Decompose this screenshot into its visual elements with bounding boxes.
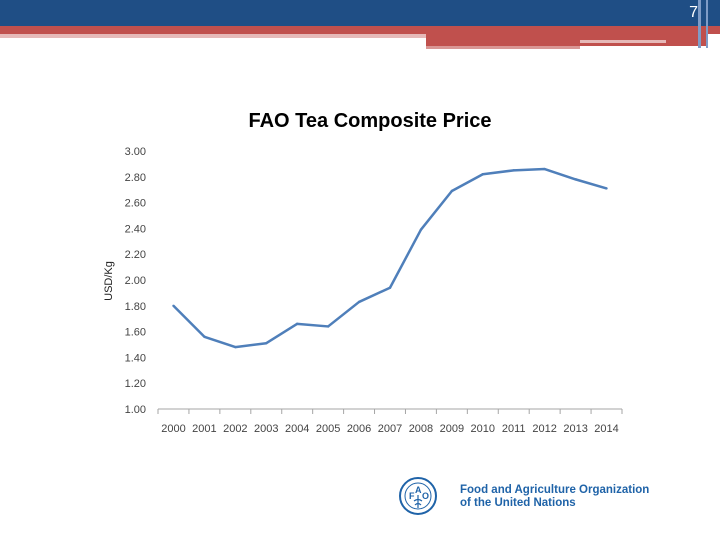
y-tick-label: 2.20 — [125, 249, 146, 261]
data-point — [605, 187, 608, 190]
x-tick-label: 2013 — [563, 423, 587, 435]
header-band — [0, 0, 720, 26]
data-point — [543, 167, 546, 171]
logo-line-2: of the United Nations — [460, 497, 576, 509]
svg-text:A: A — [415, 485, 422, 495]
y-tick-label: 2.00 — [125, 275, 146, 287]
y-axis-label: USD/Kg — [103, 261, 115, 301]
x-axis: 2000 2001 2002 2003 2004 2005 2006 2007 2008 2009… — [157, 408, 623, 435]
x-tick-label: 2007 — [378, 423, 402, 435]
accent-rule — [426, 34, 706, 46]
fao-logo: F A O Food and Agriculture Organization … — [398, 476, 708, 516]
accent-rule — [0, 34, 426, 38]
svg-text:O: O — [422, 491, 429, 501]
x-tick-label: 2004 — [285, 423, 309, 435]
x-tick-label: 2005 — [316, 423, 340, 435]
data-point — [450, 189, 454, 193]
y-tick-label: 1.60 — [125, 327, 146, 339]
y-tick-label: 2.40 — [125, 223, 146, 235]
x-tick-label: 2014 — [594, 423, 618, 435]
y-tick-labels: 1.00 1.20 1.40 1.60 1.80 2.00 2.20 2.40 2.60 2.80… — [125, 146, 146, 416]
data-point — [326, 325, 330, 328]
data-point — [296, 322, 299, 326]
y-tick-label: 2.60 — [125, 198, 146, 210]
data-point — [512, 169, 515, 172]
accent-rule — [426, 46, 580, 49]
svg-text:F: F — [409, 491, 415, 501]
slide-number: 7 — [689, 4, 698, 21]
accent-rule — [580, 40, 666, 43]
logo-line-1: Food and Agriculture Organization — [460, 484, 650, 496]
accent-band — [0, 26, 720, 34]
x-tick-label: 2001 — [192, 423, 216, 435]
data-point — [234, 345, 237, 349]
x-tick-label: 2003 — [254, 423, 278, 435]
x-tick-label: 2006 — [347, 423, 371, 435]
data-point — [388, 286, 392, 289]
y-tick-label: 1.20 — [125, 378, 146, 390]
x-tick-label: 2010 — [471, 423, 495, 435]
data-point — [574, 178, 577, 181]
x-tick-label: 2000 — [161, 423, 185, 435]
data-point — [357, 300, 361, 304]
x-tick-label: 2009 — [440, 423, 464, 435]
decorative-bar — [698, 0, 701, 48]
logo-text: Food and Agriculture Organization of the… — [460, 484, 649, 510]
data-point — [172, 304, 175, 307]
y-tick-label: 1.80 — [125, 301, 146, 313]
decorative-bar — [706, 0, 708, 48]
data-point — [203, 335, 206, 338]
series-line — [172, 167, 607, 349]
y-tick-label: 3.00 — [125, 146, 146, 158]
fao-emblem-icon: F A O — [399, 477, 437, 515]
x-tick-label: 2002 — [223, 423, 247, 435]
y-tick-label: 2.80 — [125, 172, 146, 184]
chart-title: FAO Tea Composite Price — [248, 110, 492, 132]
x-tick-label: 2012 — [532, 423, 556, 435]
data-point — [419, 228, 423, 231]
series-layer — [172, 167, 608, 349]
x-tick-label: 2011 — [502, 423, 526, 435]
y-tick-label: 1.40 — [125, 352, 146, 364]
data-point — [481, 173, 484, 176]
data-point — [265, 342, 268, 345]
x-tick-label: 2008 — [409, 423, 433, 435]
y-tick-label: 1.00 — [125, 404, 146, 416]
